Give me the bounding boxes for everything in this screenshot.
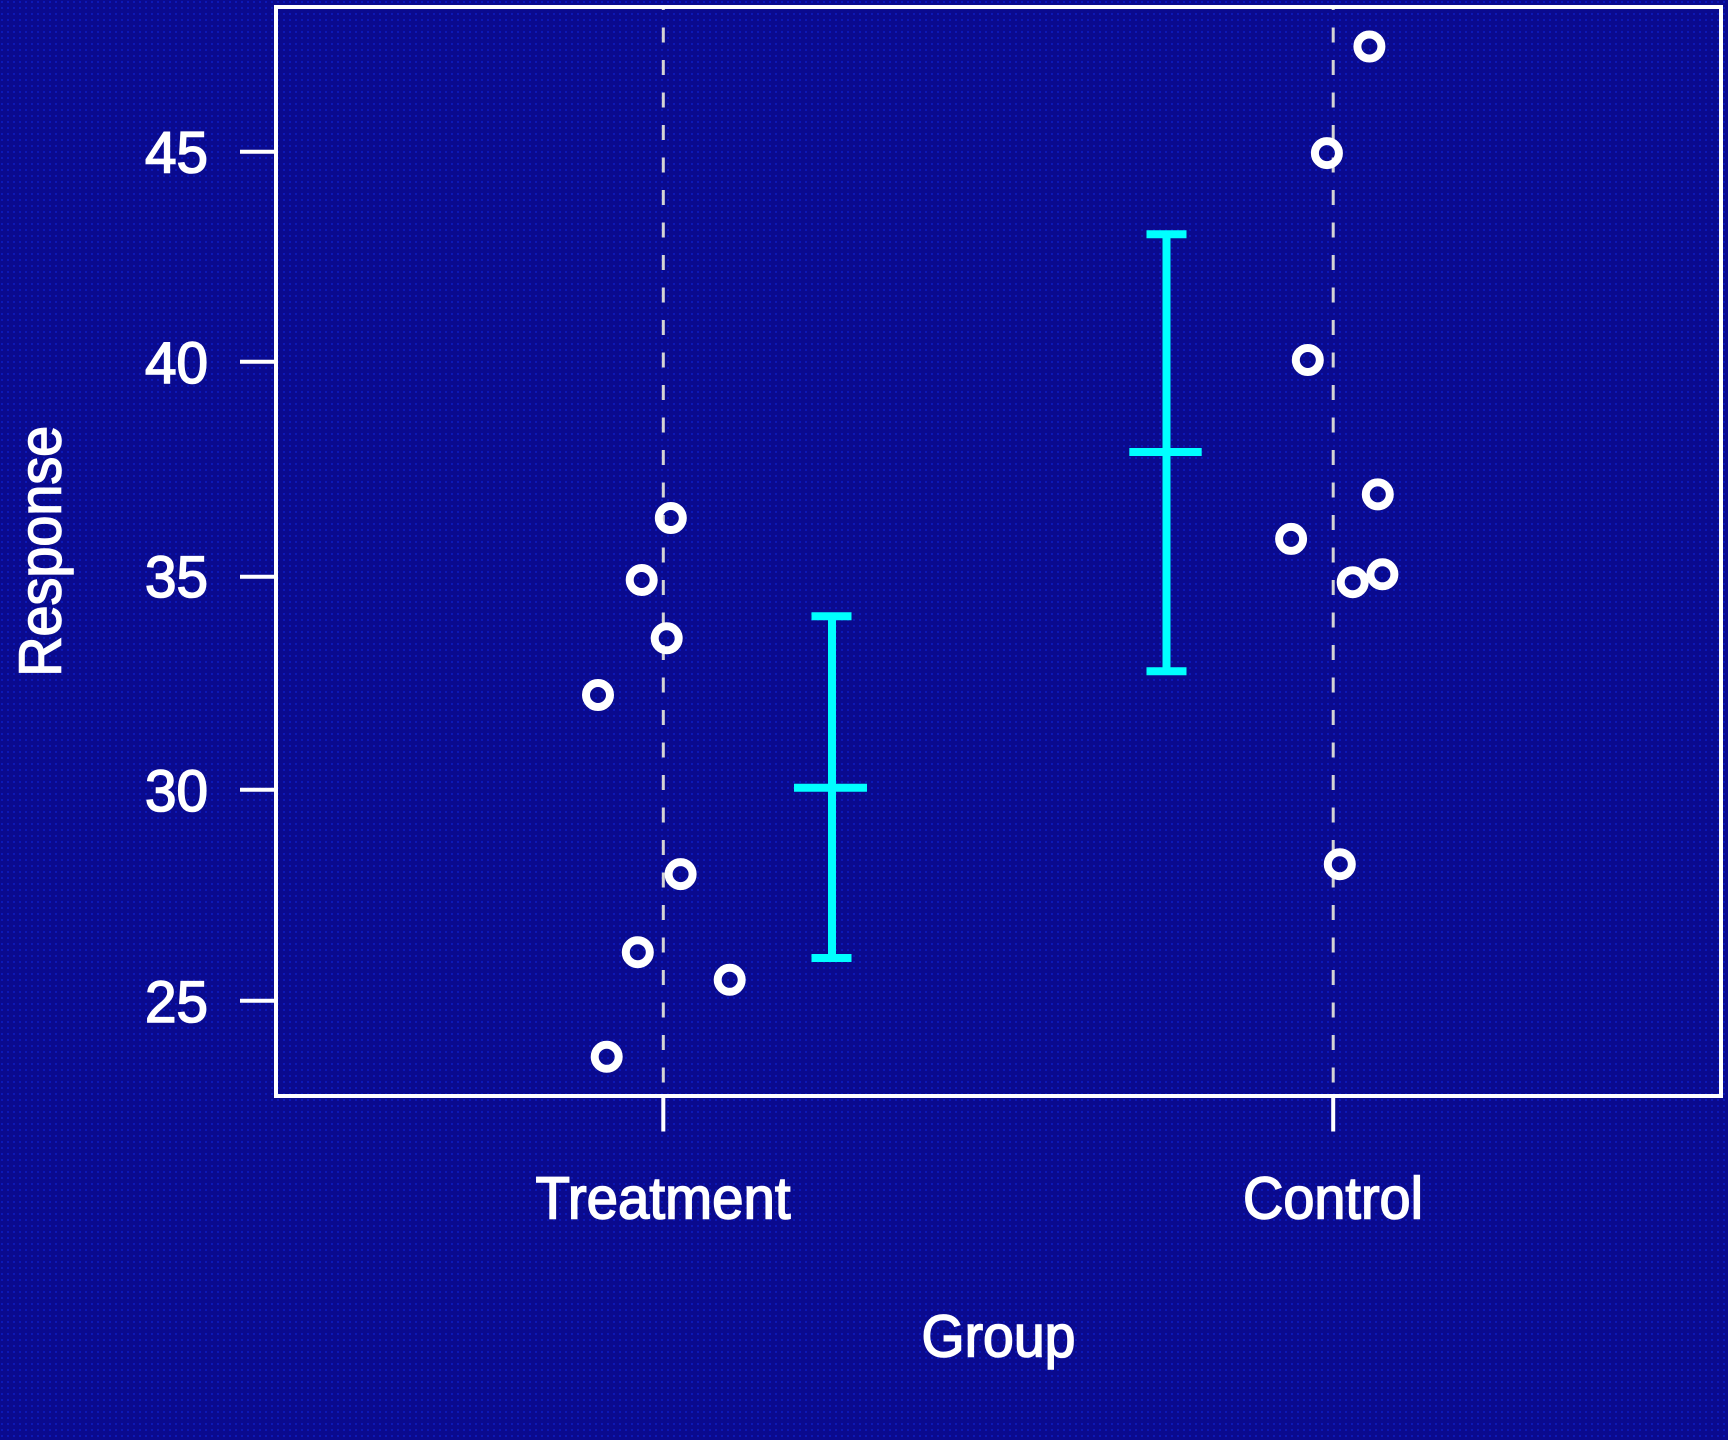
svg-text:Control: Control <box>1243 1165 1423 1231</box>
svg-text:45: 45 <box>145 120 208 185</box>
svg-text:Group: Group <box>922 1304 1076 1370</box>
svg-text:35: 35 <box>145 545 208 610</box>
svg-text:Response: Response <box>8 426 74 677</box>
svg-text:30: 30 <box>145 759 208 824</box>
svg-text:40: 40 <box>145 331 208 396</box>
svg-text:Treatment: Treatment <box>536 1166 791 1232</box>
svg-text:25: 25 <box>145 970 208 1035</box>
